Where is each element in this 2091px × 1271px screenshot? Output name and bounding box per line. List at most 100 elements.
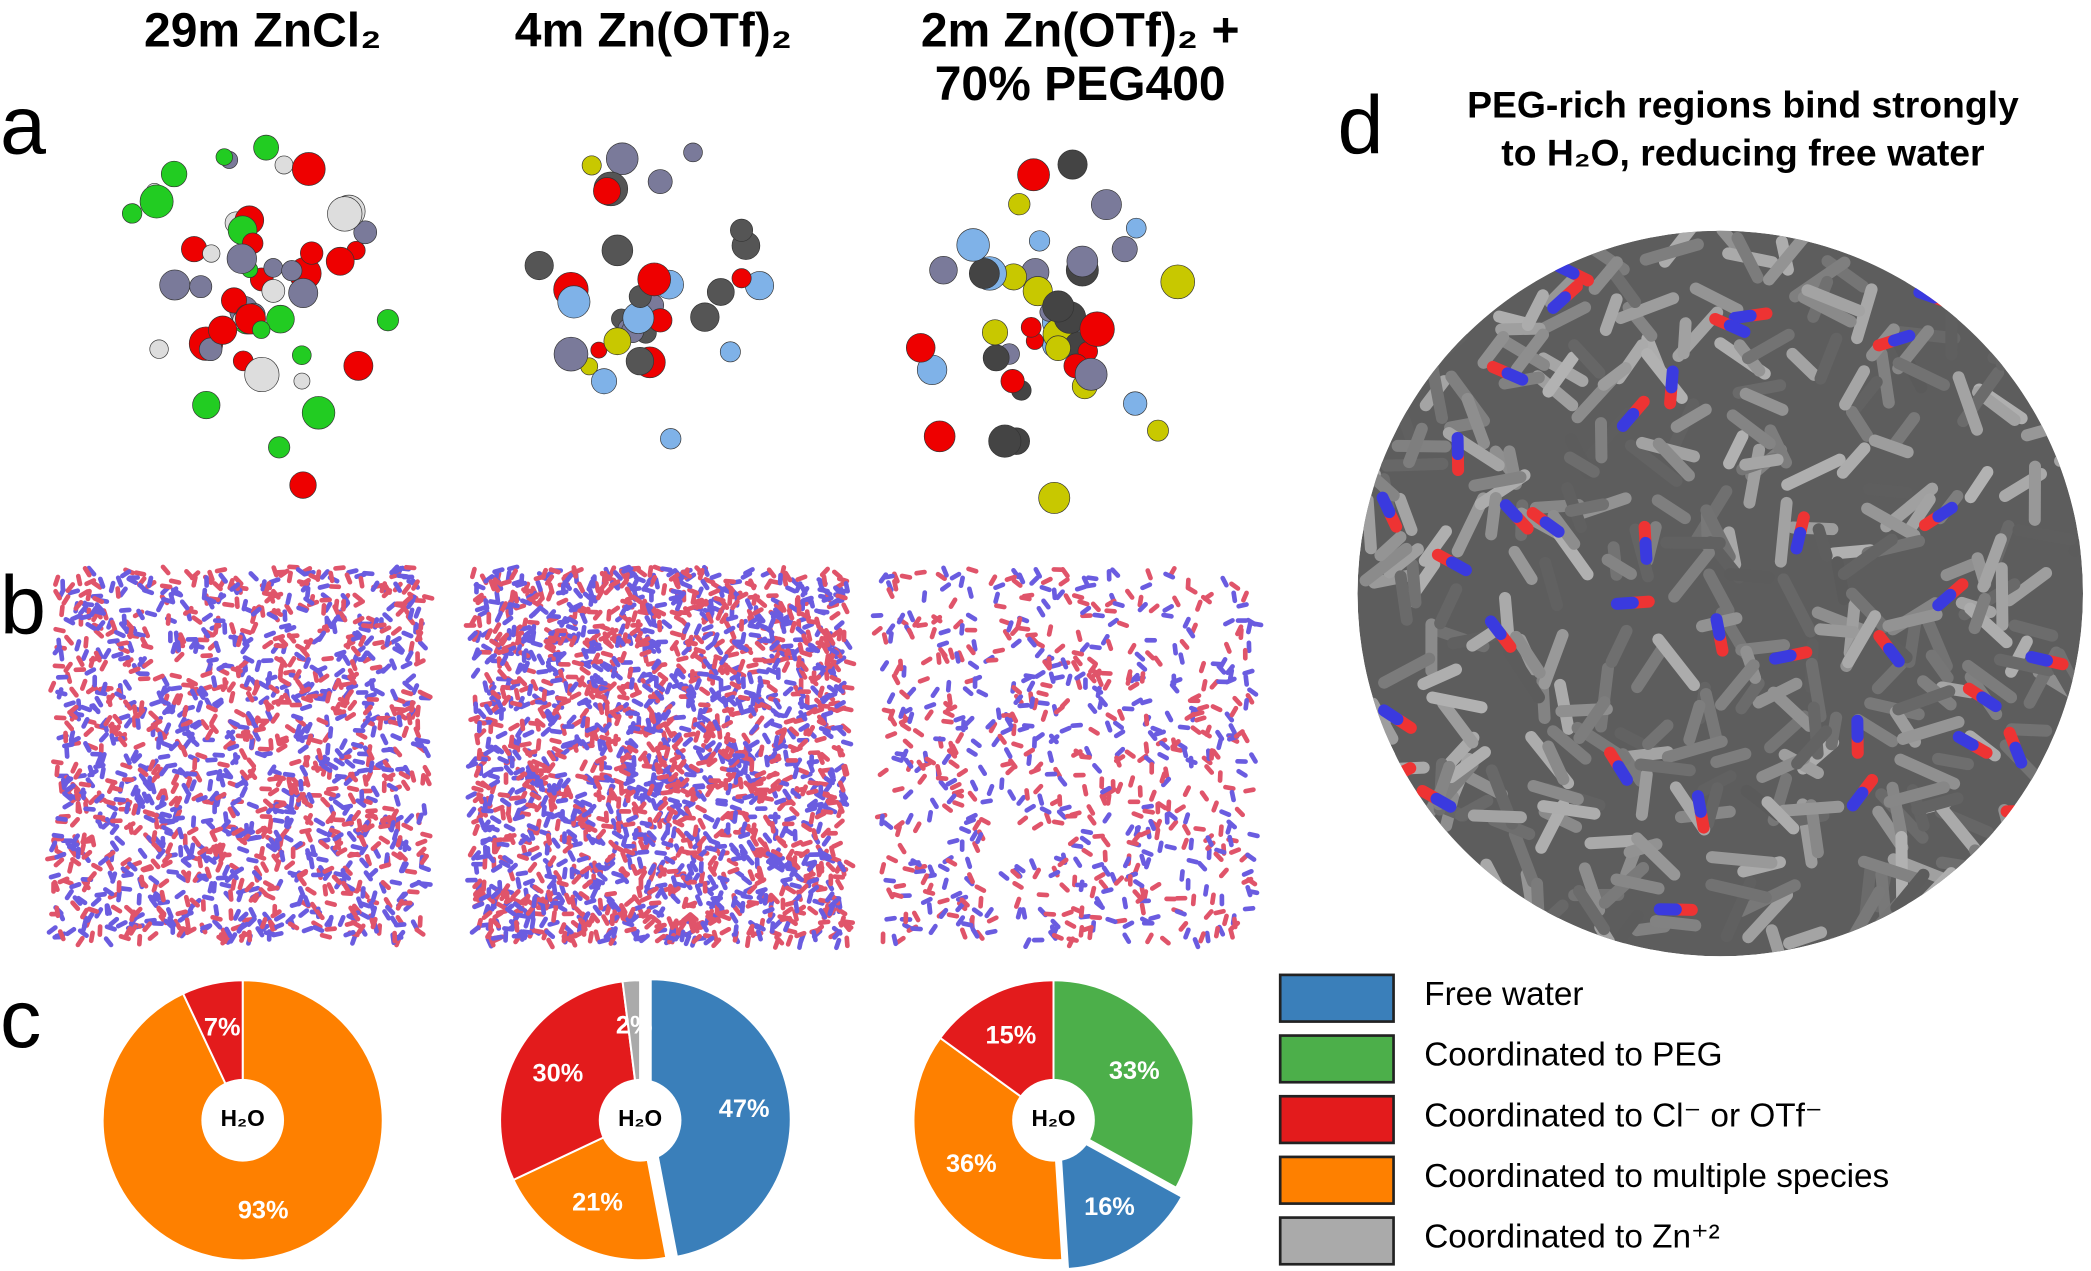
water-molecule xyxy=(73,788,81,802)
water-molecule xyxy=(576,581,586,594)
water-molecule xyxy=(214,567,228,574)
water-molecule xyxy=(959,622,965,636)
water-molecule xyxy=(209,723,219,734)
water-molecule xyxy=(730,855,744,862)
water-molecule xyxy=(620,850,628,863)
water-molecule xyxy=(1014,896,1022,909)
water-molecule xyxy=(597,937,610,945)
water-molecule xyxy=(530,624,537,637)
water-molecule xyxy=(1080,605,1092,616)
water-molecule xyxy=(569,896,577,909)
water-molecule xyxy=(897,842,907,855)
water-molecule xyxy=(189,897,200,908)
water-molecule xyxy=(1183,812,1191,825)
water-molecule xyxy=(370,785,380,798)
water-molecule xyxy=(503,764,514,776)
bond xyxy=(2054,445,2083,467)
water-molecule xyxy=(417,640,428,651)
water-molecule xyxy=(642,913,654,925)
water-molecule xyxy=(1229,789,1236,803)
water-molecule xyxy=(791,839,804,848)
water-molecule xyxy=(1100,785,1112,795)
water-molecule xyxy=(1243,787,1256,794)
water-molecule xyxy=(1139,671,1146,684)
bond xyxy=(1538,629,1569,690)
water-molecule xyxy=(85,911,95,923)
water-molecule xyxy=(834,937,842,951)
water-molecule xyxy=(195,752,208,760)
water-molecule xyxy=(267,787,280,797)
water-molecule xyxy=(515,662,523,675)
bond xyxy=(1710,747,1752,769)
water-molecule xyxy=(688,675,701,684)
water-molecule xyxy=(702,813,715,823)
bond xyxy=(1932,752,1974,771)
water-molecule xyxy=(816,609,830,615)
water-molecule xyxy=(674,599,683,612)
water-molecule xyxy=(271,607,284,618)
water-molecule xyxy=(333,757,345,767)
water-molecule xyxy=(465,761,479,769)
water-molecule xyxy=(817,767,827,780)
water-molecule xyxy=(797,642,805,655)
water-molecule xyxy=(529,916,536,930)
water-molecule xyxy=(624,789,636,799)
bond xyxy=(1434,583,1463,630)
water-molecule xyxy=(148,875,160,885)
water-molecule xyxy=(1131,811,1144,819)
water-molecule xyxy=(772,937,781,950)
water-molecule xyxy=(716,909,730,916)
water-molecule xyxy=(972,819,982,832)
bond xyxy=(1969,844,1993,884)
water-molecule xyxy=(291,713,304,721)
water-molecule xyxy=(543,815,551,828)
water-molecule xyxy=(150,858,161,870)
water-molecule xyxy=(671,732,682,743)
water-molecule xyxy=(947,838,960,845)
water-molecule xyxy=(520,833,532,843)
water-molecule xyxy=(492,567,505,575)
water-molecule xyxy=(81,849,93,860)
water-molecule xyxy=(640,908,652,919)
water-molecule xyxy=(1017,626,1031,632)
water-molecule xyxy=(350,741,364,749)
water-molecule xyxy=(715,781,727,790)
water-molecule xyxy=(611,670,623,681)
bond xyxy=(1401,858,1447,906)
water-molecule xyxy=(205,757,218,763)
water-molecule xyxy=(693,730,701,743)
water-molecule xyxy=(237,921,250,931)
water-molecule xyxy=(81,649,89,662)
water-molecule xyxy=(1114,917,1128,924)
water-molecule xyxy=(54,905,61,919)
atom xyxy=(706,278,735,306)
water-molecule xyxy=(886,855,899,864)
water-molecule xyxy=(928,923,938,936)
water-molecule xyxy=(729,681,742,690)
water-molecule xyxy=(472,901,485,910)
water-molecule xyxy=(223,811,229,824)
water-molecule xyxy=(1058,577,1070,587)
water-molecule xyxy=(296,868,309,878)
water-molecule xyxy=(899,722,912,732)
water-molecule xyxy=(374,622,387,628)
water-molecule xyxy=(532,911,546,917)
water-molecule xyxy=(758,744,765,758)
water-molecule xyxy=(644,615,654,627)
water-molecule xyxy=(785,927,798,935)
water-molecule xyxy=(386,782,399,792)
water-molecule xyxy=(656,751,664,764)
water-molecule xyxy=(161,597,174,604)
water-molecule xyxy=(662,703,673,715)
water-molecule xyxy=(173,630,180,644)
water-molecule xyxy=(359,901,372,909)
water-molecule xyxy=(92,596,105,605)
bond xyxy=(1935,856,1979,874)
water-molecule xyxy=(337,696,350,706)
water-molecule xyxy=(740,631,747,645)
water-molecule xyxy=(358,575,365,589)
atom xyxy=(719,341,741,363)
atom xyxy=(581,155,602,176)
water-molecule xyxy=(103,887,115,897)
water-molecule xyxy=(350,634,364,642)
